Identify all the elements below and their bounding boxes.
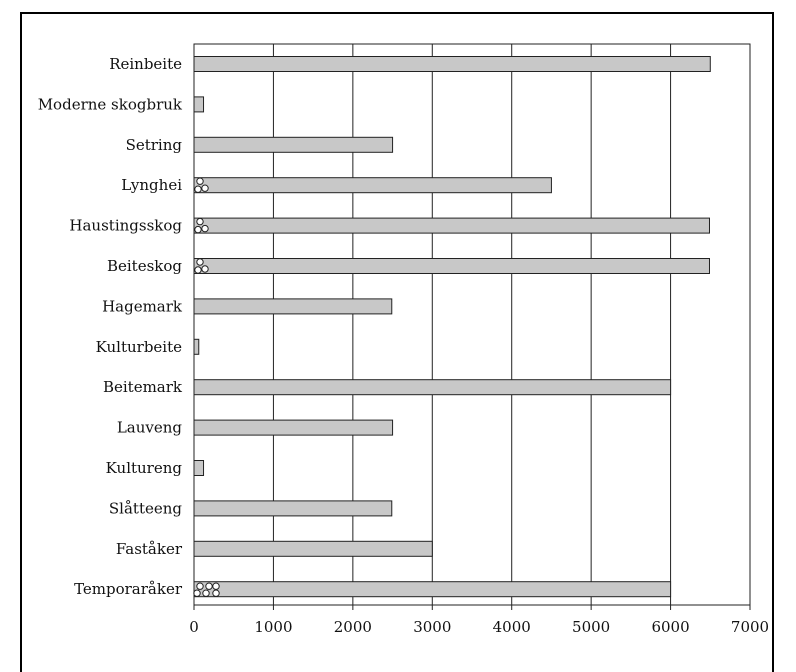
x-tick-label: 7000 <box>731 618 769 636</box>
category-label: Hagemark <box>102 297 183 315</box>
category-label: Slåtteeng <box>109 499 182 517</box>
x-tick-label: 4000 <box>493 618 531 636</box>
circle-marker <box>194 266 202 274</box>
bar <box>193 338 200 355</box>
bar <box>193 500 393 517</box>
circle-marker <box>196 258 204 266</box>
bar <box>193 581 672 598</box>
x-tick-label: 5000 <box>572 618 610 636</box>
x-tick-label: 6000 <box>651 618 689 636</box>
bar <box>193 419 394 436</box>
x-axis-ticks: 0 1000 2000 3000 4000 5000 6000 7000 <box>189 605 769 636</box>
category-label: Setring <box>126 136 183 154</box>
category-label: Kultureng <box>106 459 183 477</box>
bar <box>193 96 205 113</box>
circle-marker <box>201 265 209 273</box>
bar <box>193 540 433 557</box>
category-label: Haustingsskog <box>69 217 182 235</box>
bar <box>193 258 710 274</box>
grid-lines <box>272 44 672 605</box>
bars <box>193 56 711 598</box>
category-label: Lauveng <box>117 419 183 437</box>
circle-marker <box>194 225 202 234</box>
category-label: Beitemark <box>103 378 183 396</box>
circle-marker <box>205 582 213 590</box>
x-tick-label: 0 <box>189 618 199 636</box>
circle-marker <box>194 185 202 193</box>
category-label: Beiteskog <box>107 257 182 275</box>
category-labels: Reinbeite Moderne skogbruk Setring Lynghei H… <box>38 55 183 598</box>
bar <box>193 298 393 315</box>
category-label: Moderne skogbruk <box>38 95 183 113</box>
circle-marker <box>202 589 210 597</box>
circle-marker <box>201 184 209 192</box>
category-label: Temporaråker <box>74 580 183 598</box>
category-label: Kulturbeite <box>96 338 182 356</box>
circle-marker <box>196 177 204 185</box>
bar <box>193 136 394 153</box>
bar <box>193 177 552 194</box>
circle-marker <box>212 589 220 597</box>
bar <box>193 379 672 396</box>
circle-marker <box>212 582 220 590</box>
category-label: Reinbeite <box>109 55 182 73</box>
plot-area <box>193 43 751 606</box>
x-tick-label: 1000 <box>254 618 292 636</box>
circle-marker <box>196 217 204 226</box>
bar <box>193 217 710 234</box>
circle-marker <box>193 589 201 597</box>
circle-marker <box>201 224 209 233</box>
x-tick-label: 3000 <box>413 618 451 636</box>
category-label: Faståker <box>116 540 183 558</box>
category-label: Lynghei <box>121 176 182 194</box>
x-tick-label: 2000 <box>334 618 372 636</box>
circle-marker <box>196 582 204 590</box>
bar <box>193 460 205 476</box>
bar <box>193 56 711 72</box>
figure-frame <box>20 12 774 672</box>
